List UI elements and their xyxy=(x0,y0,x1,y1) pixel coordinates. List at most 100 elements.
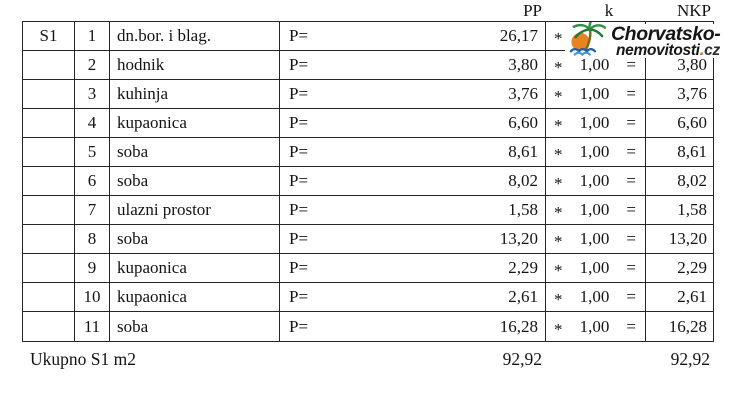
pp-value: 2,61 xyxy=(508,287,538,306)
coefficient-cell: * 1,00 = xyxy=(546,254,646,283)
row-number-cell: 1 xyxy=(75,22,110,51)
p-equals-label: P= xyxy=(289,287,309,306)
pp-value: 6,60 xyxy=(508,113,538,132)
palm-tree-sun-waves-icon xyxy=(565,20,609,61)
row-number-cell: 9 xyxy=(75,254,110,283)
room-name-cell: soba xyxy=(110,312,280,341)
multiply-sign: * xyxy=(554,319,563,339)
equals-sign: = xyxy=(626,142,636,161)
logo-dot: . xyxy=(699,39,705,59)
k-value: 1,00 xyxy=(579,113,610,132)
multiply-sign: * xyxy=(554,116,563,135)
multiply-sign: * xyxy=(554,174,563,193)
k-value: 1,00 xyxy=(579,200,610,219)
group-label-cell xyxy=(23,312,75,341)
nkp-value-cell: 2,29 xyxy=(646,254,713,283)
group-label-cell xyxy=(23,51,75,80)
nkp-value-cell: 8,61 xyxy=(646,138,713,167)
group-label-cell xyxy=(23,254,75,283)
k-value: 1,00 xyxy=(579,84,610,103)
nkp-value-cell: 13,20 xyxy=(646,225,713,254)
pp-value: 8,02 xyxy=(508,171,538,190)
area-formula-cell: P= 26,17 xyxy=(280,22,546,51)
area-table: S1 1 dn.bor. i blag. P= 26,17 * 2 hodnik… xyxy=(22,21,714,342)
pp-value: 2,29 xyxy=(508,258,538,277)
p-equals-label: P= xyxy=(289,316,309,336)
area-formula-cell: P= 3,80 xyxy=(280,51,546,80)
area-formula-cell: P= 2,61 xyxy=(280,283,546,312)
pp-value: 16,28 xyxy=(499,316,538,336)
area-formula-cell: P= 13,20 xyxy=(280,225,546,254)
room-name-cell: ulazni prostor xyxy=(110,196,280,225)
nkp-value-cell: 2,61 xyxy=(646,283,713,312)
group-label-cell xyxy=(23,196,75,225)
k-value: 1,00 xyxy=(579,287,610,306)
multiply-sign: * xyxy=(554,29,563,48)
total-pp-value: 92,92 xyxy=(502,349,542,369)
k-value: 1,00 xyxy=(579,142,610,161)
p-equals-label: P= xyxy=(289,113,309,132)
row-number-cell: 4 xyxy=(75,109,110,138)
equals-sign: = xyxy=(626,229,636,248)
multiply-sign: * xyxy=(554,145,563,164)
group-label-cell xyxy=(23,138,75,167)
total-nkp-value: 92,92 xyxy=(670,349,710,369)
coefficient-cell: * 1,00 = xyxy=(546,283,646,312)
coefficient-cell: * 1,00 = xyxy=(546,225,646,254)
pp-value: 26,17 xyxy=(499,26,538,45)
row-number-cell: 5 xyxy=(75,138,110,167)
row-number-cell: 3 xyxy=(75,80,110,109)
group-label-cell: S1 xyxy=(23,22,75,51)
k-value: 1,00 xyxy=(579,171,610,190)
pp-value: 3,76 xyxy=(508,84,538,103)
logo-domain-name: nemovitosti xyxy=(616,41,700,59)
area-formula-cell: P= 2,29 xyxy=(280,254,546,283)
multiply-sign: * xyxy=(554,203,563,222)
column-header-k: k xyxy=(604,1,614,20)
group-label-cell xyxy=(23,283,75,312)
pp-value: 13,20 xyxy=(499,229,538,248)
p-equals-label: P= xyxy=(289,55,309,74)
multiply-sign: * xyxy=(554,290,563,309)
nkp-value-cell: 3,80 xyxy=(646,51,713,80)
equals-sign: = xyxy=(626,84,636,103)
multiply-sign: * xyxy=(554,87,563,106)
nkp-value-cell: 16,28 xyxy=(668,316,707,336)
column-header-pp: PP xyxy=(523,1,542,20)
room-name-cell: soba xyxy=(110,138,280,167)
nkp-value-cell: 3,76 xyxy=(646,80,713,109)
room-name-cell: kupaonica xyxy=(110,254,280,283)
chorvatsko-nemovitosti-logo: Chorvatsko- nemovitosti.cz xyxy=(565,20,732,61)
k-value: 1,00 xyxy=(579,55,610,74)
row-number-cell: 8 xyxy=(75,225,110,254)
multiply-sign: * xyxy=(554,58,563,77)
logo-line1: Chorvatsko- xyxy=(611,22,721,45)
k-value: 1,00 xyxy=(579,316,610,336)
row-number-cell: 11 xyxy=(75,312,110,341)
coefficient-cell: * 1,00 = xyxy=(546,80,646,109)
pp-value: 3,80 xyxy=(508,55,538,74)
row-number-cell: 7 xyxy=(75,196,110,225)
equals-sign: = xyxy=(626,258,636,277)
coefficient-cell: * 1,00 = xyxy=(546,167,646,196)
room-name-cell: soba xyxy=(110,167,280,196)
logo-text: Chorvatsko- nemovitosti.cz xyxy=(611,22,721,59)
room-name-cell: kupaonica xyxy=(110,283,280,312)
area-formula-cell: P= 6,60 xyxy=(280,109,546,138)
group-label-cell xyxy=(23,80,75,109)
multiply-sign: * xyxy=(554,261,563,280)
pp-value: 8,61 xyxy=(508,142,538,161)
total-label: Ukupno S1 m2 xyxy=(30,349,136,369)
row-number-cell: 2 xyxy=(75,51,110,80)
equals-sign: = xyxy=(626,287,636,306)
multiply-sign: * xyxy=(554,232,563,251)
p-equals-label: P= xyxy=(289,258,309,277)
equals-sign: = xyxy=(626,113,636,132)
row-number-cell: 6 xyxy=(75,167,110,196)
group-label-cell xyxy=(23,167,75,196)
equals-sign: = xyxy=(626,200,636,219)
p-equals-label: P= xyxy=(289,26,309,45)
coefficient-cell: * 1,00 = xyxy=(546,138,646,167)
k-value: 1,00 xyxy=(579,229,610,248)
